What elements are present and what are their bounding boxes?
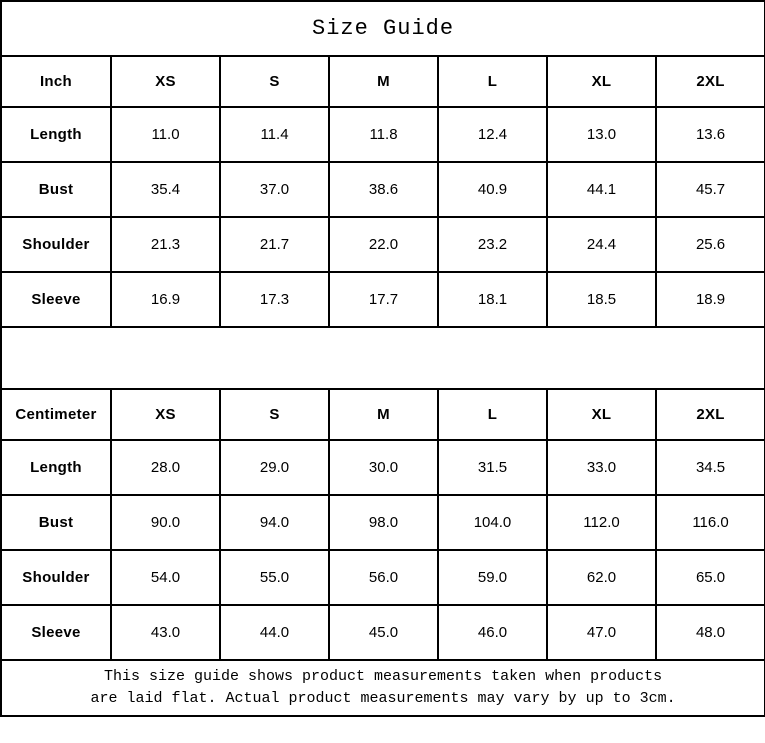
size-header-m: M: [328, 388, 439, 441]
row-label: Bust: [0, 161, 112, 218]
size-header-l: L: [437, 388, 548, 441]
table-cell: 46.0: [437, 604, 548, 661]
size-header-xl: XL: [546, 55, 657, 108]
table-cell: 55.0: [219, 549, 330, 606]
row-label: Sleeve: [0, 604, 112, 661]
row-label: Sleeve: [0, 271, 112, 328]
table-cell: 23.2: [437, 216, 548, 273]
cm-unit-header: Centimeter: [0, 388, 112, 441]
table-cell: 98.0: [328, 494, 439, 551]
table-cell: 21.7: [219, 216, 330, 273]
row-label: Shoulder: [0, 549, 112, 606]
cm-header-row: Centimeter XS S M L XL 2XL: [0, 388, 765, 441]
footer-line-1: This size guide shows product measuremen…: [104, 668, 663, 685]
table-cell: 17.7: [328, 271, 439, 328]
table-cell: 44.1: [546, 161, 657, 218]
table-cell: 45.7: [654, 161, 765, 218]
size-header-xl: XL: [546, 388, 657, 441]
size-header-s: S: [219, 55, 330, 108]
cm-bust-row: Bust 90.0 94.0 98.0 104.0 112.0 116.0: [0, 494, 765, 551]
size-header-xs: XS: [110, 55, 221, 108]
size-header-l: L: [437, 55, 548, 108]
size-guide-table: Size Guide Inch XS S M L XL 2XL Length 1…: [0, 0, 765, 717]
table-cell: 43.0: [110, 604, 221, 661]
row-label: Bust: [0, 494, 112, 551]
table-cell: 11.0: [110, 106, 221, 163]
table-cell: 59.0: [437, 549, 548, 606]
table-cell: 13.6: [654, 106, 765, 163]
size-header-2xl: 2XL: [654, 55, 765, 108]
size-header-xs: XS: [110, 388, 221, 441]
table-cell: 90.0: [110, 494, 221, 551]
table-cell: 16.9: [110, 271, 221, 328]
inch-length-row: Length 11.0 11.4 11.8 12.4 13.0 13.6: [0, 106, 765, 163]
inch-sleeve-row: Sleeve 16.9 17.3 17.7 18.1 18.5 18.9: [0, 271, 765, 328]
table-cell: 28.0: [110, 439, 221, 496]
table-cell: 38.6: [328, 161, 439, 218]
table-cell: 35.4: [110, 161, 221, 218]
table-cell: 11.4: [219, 106, 330, 163]
table-cell: 22.0: [328, 216, 439, 273]
table-cell: 18.1: [437, 271, 548, 328]
table-cell: 40.9: [437, 161, 548, 218]
table-cell: 104.0: [437, 494, 548, 551]
table-cell: 34.5: [654, 439, 765, 496]
table-cell: 33.0: [546, 439, 657, 496]
table-cell: 37.0: [219, 161, 330, 218]
table-cell: 29.0: [219, 439, 330, 496]
table-spacer: [0, 326, 765, 390]
table-cell: 11.8: [328, 106, 439, 163]
table-cell: 31.5: [437, 439, 548, 496]
row-label: Length: [0, 106, 112, 163]
table-cell: 12.4: [437, 106, 548, 163]
table-cell: 24.4: [546, 216, 657, 273]
size-header-2xl: 2XL: [654, 388, 765, 441]
table-cell: 18.5: [546, 271, 657, 328]
table-cell: 30.0: [328, 439, 439, 496]
table-cell: 21.3: [110, 216, 221, 273]
size-header-s: S: [219, 388, 330, 441]
table-cell: 112.0: [546, 494, 657, 551]
table-cell: 18.9: [654, 271, 765, 328]
inch-unit-header: Inch: [0, 55, 112, 108]
table-cell: 56.0: [328, 549, 439, 606]
table-cell: 48.0: [654, 604, 765, 661]
table-cell: 25.6: [654, 216, 765, 273]
inch-header-row: Inch XS S M L XL 2XL: [0, 55, 765, 108]
footer-note: This size guide shows product measuremen…: [0, 659, 765, 717]
table-cell: 94.0: [219, 494, 330, 551]
table-cell: 65.0: [654, 549, 765, 606]
table-cell: 45.0: [328, 604, 439, 661]
size-header-m: M: [328, 55, 439, 108]
cm-sleeve-row: Sleeve 43.0 44.0 45.0 46.0 47.0 48.0: [0, 604, 765, 661]
table-cell: 47.0: [546, 604, 657, 661]
cm-shoulder-row: Shoulder 54.0 55.0 56.0 59.0 62.0 65.0: [0, 549, 765, 606]
table-cell: 13.0: [546, 106, 657, 163]
footer-line-2: are laid flat. Actual product measuremen…: [90, 690, 676, 707]
table-cell: 54.0: [110, 549, 221, 606]
table-cell: 44.0: [219, 604, 330, 661]
row-label: Length: [0, 439, 112, 496]
cm-length-row: Length 28.0 29.0 30.0 31.5 33.0 34.5: [0, 439, 765, 496]
table-cell: 62.0: [546, 549, 657, 606]
table-cell: 116.0: [654, 494, 765, 551]
inch-shoulder-row: Shoulder 21.3 21.7 22.0 23.2 24.4 25.6: [0, 216, 765, 273]
inch-bust-row: Bust 35.4 37.0 38.6 40.9 44.1 45.7: [0, 161, 765, 218]
row-label: Shoulder: [0, 216, 112, 273]
table-cell: 17.3: [219, 271, 330, 328]
page-title: Size Guide: [0, 0, 765, 57]
